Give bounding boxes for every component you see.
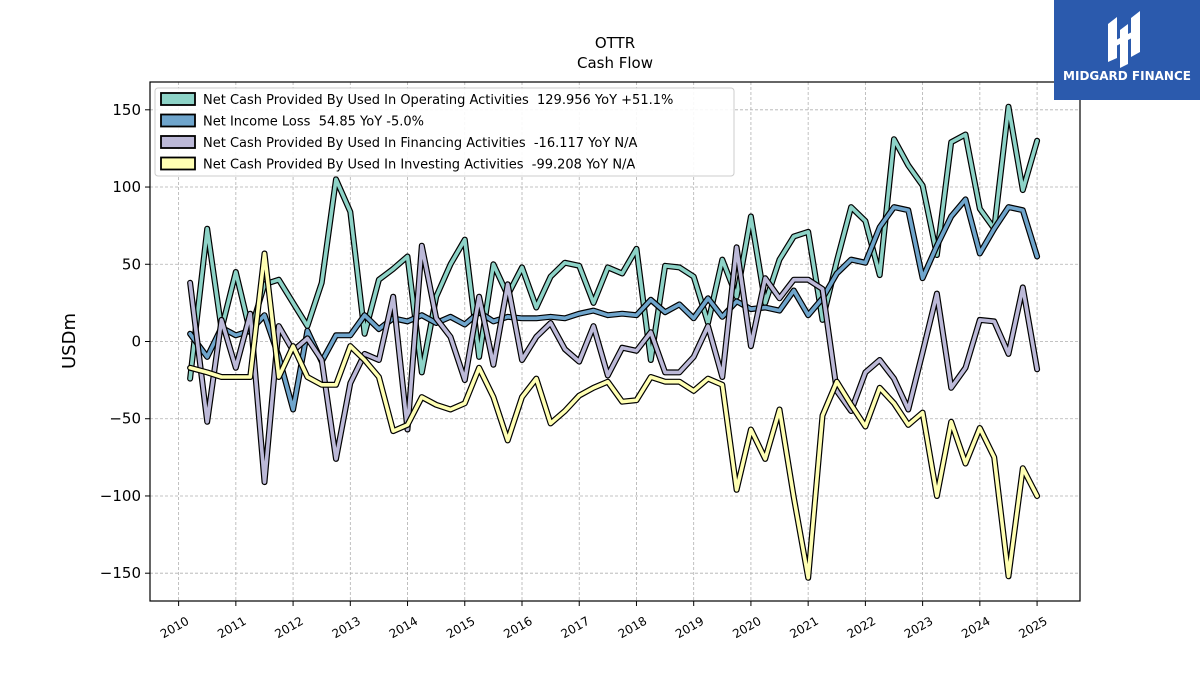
legend-label-2: Net Income Loss 54.85 YoY -5.0%: [203, 115, 424, 130]
x-tick-label: 2010: [158, 614, 191, 641]
x-tick-label: 2022: [845, 614, 878, 641]
x-tick-label: 2024: [959, 614, 992, 641]
y-axis-ticks: 150 100 50 0 −50 −100 −150: [100, 101, 150, 582]
x-tick-label: 2017: [559, 614, 592, 641]
legend-box: [154, 87, 735, 177]
y-tick-label: 150: [112, 101, 141, 119]
x-tick-label: 2016: [501, 614, 534, 641]
midgard-logo-icon: MIDGARD FINANCE: [1063, 11, 1191, 83]
legend-swatch-4: [160, 156, 196, 171]
brand-logo: MIDGARD FINANCE: [1054, 0, 1200, 100]
x-tick-label: 2021: [787, 614, 820, 641]
x-axis-ticks: 2010 2011 2012 2013 2014 2015 2016 2017 2018 2019…: [158, 601, 1050, 641]
series-line-4: [188, 251, 1039, 580]
chart-title: OTTR: [595, 34, 635, 52]
y-tick-label: −100: [100, 487, 141, 505]
series-line-3: [188, 243, 1039, 484]
legend-label-1: Net Cash Provided By Used In Operating A…: [203, 93, 673, 108]
x-tick-label: 2015: [444, 614, 477, 641]
legend-label-4: Net Cash Provided By Used In Investing A…: [203, 158, 635, 173]
x-tick-label: 2013: [330, 614, 363, 641]
y-tick-label: −150: [100, 564, 141, 582]
y-tick-label: 0: [131, 333, 141, 351]
legend-swatch-2: [160, 113, 196, 128]
series-line-1: [188, 104, 1039, 381]
brand-name: MIDGARD FINANCE: [1063, 69, 1191, 83]
legend-swatch-3: [160, 135, 196, 149]
x-tick-label: 2012: [272, 614, 305, 641]
y-tick-label: 100: [112, 178, 141, 196]
y-axis-label: USDm: [59, 313, 80, 369]
x-tick-label: 2025: [1016, 614, 1049, 641]
series-line-2: [188, 197, 1039, 412]
legend-swatch-1: [160, 92, 196, 106]
legend: Net Cash Provided By Used In Operating A…: [154, 87, 735, 177]
x-tick-label: 2011: [215, 614, 248, 641]
x-tick-label: 2018: [616, 614, 649, 641]
x-tick-label: 2023: [902, 614, 935, 641]
y-tick-label: −50: [109, 410, 141, 428]
x-tick-label: 2014: [387, 614, 420, 641]
series-layer: [187, 103, 1041, 581]
y-tick-label: 50: [122, 255, 141, 273]
x-tick-label: 2019: [673, 614, 706, 641]
legend-label-3: Net Cash Provided By Used In Financing A…: [203, 136, 638, 151]
chart-subtitle: Cash Flow: [577, 54, 653, 72]
x-tick-label: 2020: [730, 614, 763, 641]
